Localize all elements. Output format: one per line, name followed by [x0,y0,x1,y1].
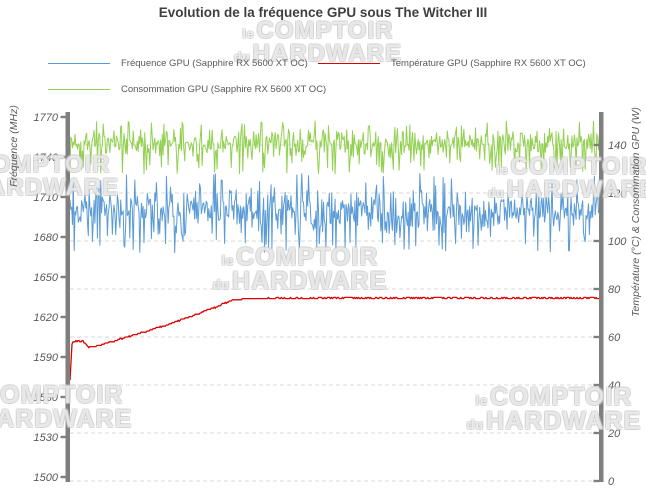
right-axis-tick [593,383,600,387]
left-axis-bar [65,112,70,482]
left-axis-tick-label: 1710 [34,192,59,204]
right-axis-tick-label: 20 [607,428,621,440]
left-axis-tick-label: 1590 [34,352,59,364]
legend-item-frequency: Fréquence GPU (Sapphire RX 5600 XT OC) [48,58,308,69]
right-axis-bar [599,112,604,482]
left-axis-title: Fréquence (MHz) [8,105,20,187]
right-axis-tick [593,239,600,243]
left-axis-tick-label: 1530 [34,432,59,444]
right-axis-tick [593,479,600,483]
temperature-series-line [69,296,602,381]
left-axis-tick [60,155,66,159]
consumption-line-swatch [48,89,110,90]
right-axis-tick-label: 120 [608,188,627,200]
right-axis-tick-label: 80 [608,284,621,296]
right-axis-tick-label: 40 [608,380,621,392]
left-axis-tick-label: 1740 [34,152,59,164]
legend-item-consumption: Consommation GPU (Sapphire RX 5600 XT OC… [48,84,326,95]
left-axis-tick [60,395,66,399]
left-axis-tick-label: 1500 [34,472,59,484]
left-axis-tick-label: 1680 [34,232,59,244]
right-axis-tick-label: 60 [608,332,621,344]
left-axis-tick [60,235,66,239]
legend-item-temperature: Température GPU (Sapphire RX 5600 XT OC) [318,58,586,69]
right-axis-tick [593,191,600,195]
left-axis-tick [60,315,66,319]
right-axis-tick-label: 100 [608,236,627,248]
left-axis-tick-label: 1620 [34,312,59,324]
legend-label: Fréquence GPU (Sapphire RX 5600 XT OC) [121,58,308,69]
right-axis-tick [593,143,600,147]
chart-title: Evolution de la fréquence GPU sous The W… [158,5,488,20]
consumption-series-line [69,120,602,175]
left-axis-tick [60,275,66,279]
temperature-line-swatch [318,63,380,64]
left-axis-tick [60,355,66,359]
left-axis-tick-label: 1650 [34,272,59,284]
legend-label: Température GPU (Sapphire RX 5600 XT OC) [391,58,586,69]
left-axis-tick [60,435,66,439]
legend-label: Consommation GPU (Sapphire RX 5600 XT OC… [121,84,327,95]
right-axis-tick [593,287,600,291]
left-axis-tick [60,195,66,199]
left-axis-tick-label: 1560 [34,392,59,404]
right-axis-tick [593,335,600,339]
left-axis-tick-label: 1770 [34,112,59,124]
left-axis-tick [60,115,66,119]
right-axis-tick-label: 0 [608,476,615,488]
right-axis-tick [593,431,600,435]
frequency-series-line [69,173,602,254]
left-axis-tick [60,475,66,479]
right-axis-tick-label: 140 [608,140,627,152]
frequency-line-swatch [48,63,110,64]
right-axis-title: Température (°C) & Consommation GPU (W) [630,107,642,317]
